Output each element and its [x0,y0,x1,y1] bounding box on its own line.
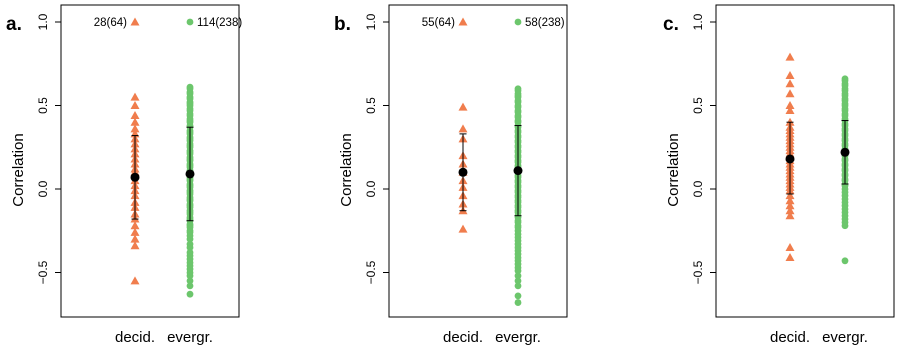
y-tick-label: 0.0 [36,180,50,197]
data-point-triangle [785,242,795,251]
count-marker-circle [514,18,522,26]
y-tick-label: 0.5 [36,97,50,114]
mean-point [840,147,850,157]
panel-3: c. Correlation −0.5 0.0 0.5 1.0 decid. evergr. [663,4,895,346]
count-label: 28(64) [94,17,127,29]
panel-letter: b. [334,14,351,35]
data-point-triangle [785,101,795,109]
data-point-triangle [130,221,140,230]
data-point-triangle [130,101,140,109]
y-tick-label: −0.5 [364,260,378,284]
data-point-triangle [130,276,140,285]
count-marker-circle [186,18,194,26]
data-point-circle [186,277,194,285]
y-tick-label: 0.5 [691,97,705,114]
data-point-triangle [785,211,795,220]
series-decid [785,52,795,261]
mean-point [185,169,195,179]
data-point-triangle [785,191,795,200]
data-point-triangle [458,224,468,233]
mean-point [458,167,468,177]
data-point-triangle [130,117,140,126]
mean-point [130,172,140,182]
data-point-triangle [785,196,795,205]
data-point-triangle [130,124,140,133]
panel-letter: c. [663,14,679,35]
y-tick-label: −0.5 [36,260,50,284]
data-point-circle [514,267,522,275]
data-point-triangle [785,106,795,115]
data-point-triangle [785,89,795,98]
x-category-label: evergr. [495,329,541,346]
count-marker-triangle [130,17,140,26]
data-point-triangle [785,201,795,210]
data-point-triangle [785,52,795,61]
series-evergr [840,75,850,265]
x-category-label: evergr. [822,329,868,346]
panel-2: b. Correlation −0.5 0.0 0.5 1.0 decid. evergr. 5… [334,4,568,346]
plot-frame [60,4,240,318]
x-category-label: decid. [443,329,483,346]
data-point-circle [186,290,194,298]
data-point-circle [514,282,522,290]
data-point-circle [841,222,849,230]
series-decid: 55(64) [422,17,468,233]
data-point-triangle [785,206,795,215]
plot-frame [388,4,568,318]
data-point-circle [514,277,522,285]
series-evergr: 114(238) [185,17,242,298]
data-point-circle [186,235,194,243]
data-point-circle [514,299,522,306]
y-tick-label: 1.0 [36,13,50,30]
data-point-circle [186,282,194,290]
count-label: 55(64) [422,17,455,29]
data-point-triangle [785,70,795,79]
x-category-label: evergr. [167,329,213,346]
data-point-triangle [130,227,140,236]
data-point-circle [841,257,849,265]
data-point-circle [186,244,194,251]
y-tick-label: 1.0 [364,13,378,30]
y-axis-label: Correlation [338,133,355,206]
x-category-label: decid. [770,329,810,346]
mean-point [513,166,523,176]
panel-letter: a. [6,14,22,35]
count-marker-triangle [458,17,468,26]
data-point-triangle [130,111,140,120]
panel-1: a. Correlation −0.5 0.0 0.5 1.0 decid. evergr. 2… [6,4,242,346]
y-axis-label: Correlation [665,133,682,206]
count-label: 58(238) [525,17,565,29]
x-category-label: decid. [115,329,155,346]
data-point-triangle [785,252,795,261]
data-point-circle [514,272,522,280]
series-evergr: 58(238) [513,17,565,306]
data-point-triangle [458,124,468,133]
y-tick-label: 0.0 [364,180,378,197]
data-point-triangle [130,92,140,101]
data-point-circle [514,292,522,300]
data-point-triangle [130,241,140,250]
series-decid: 28(64) [94,17,140,285]
data-point-triangle [458,102,468,111]
y-tick-label: 0.5 [364,97,378,114]
mean-point [785,154,795,164]
y-axis-label: Correlation [10,133,27,206]
y-tick-label: 0.0 [691,180,705,197]
y-tick-label: −0.5 [691,260,705,284]
data-point-circle [186,272,194,280]
data-point-triangle [130,234,140,243]
y-tick-label: 1.0 [691,13,705,30]
data-point-triangle [785,79,795,88]
plot-frame [715,4,895,318]
count-label: 114(238) [197,17,242,29]
